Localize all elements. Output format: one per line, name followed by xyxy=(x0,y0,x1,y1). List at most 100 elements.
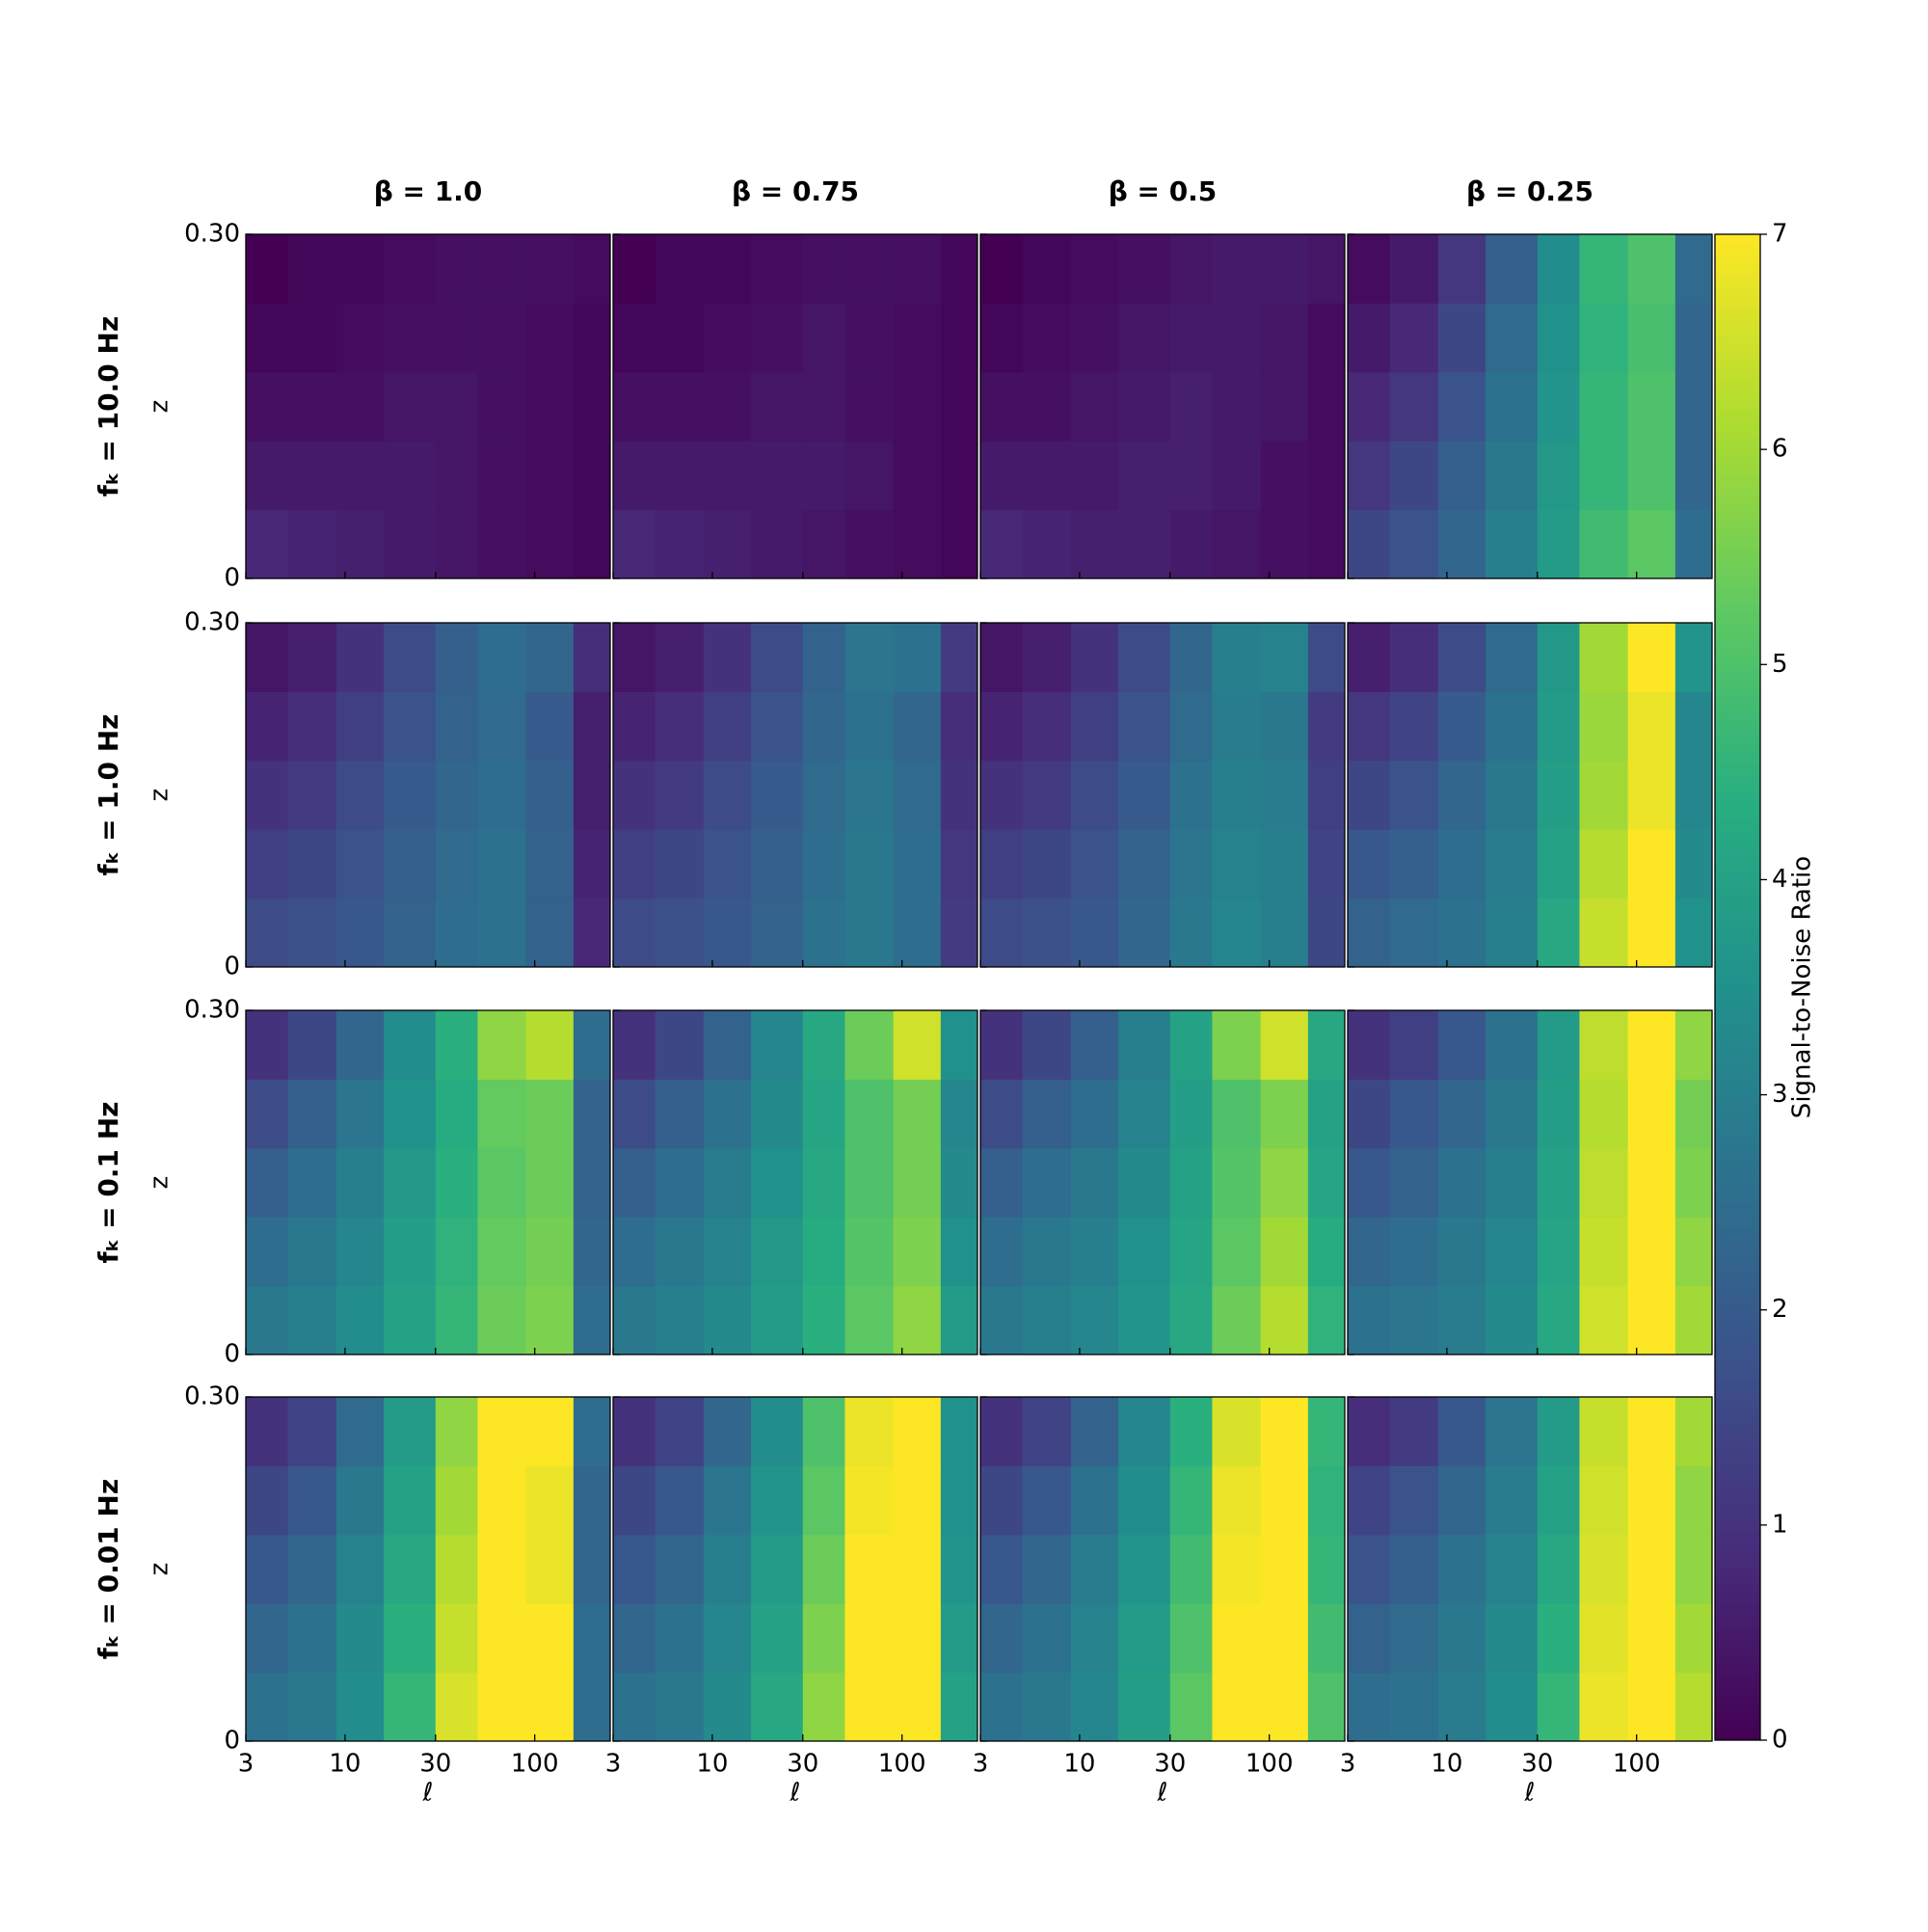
heat-cell xyxy=(246,1534,289,1604)
heat-cell xyxy=(751,303,804,373)
heat-cell xyxy=(1486,1465,1539,1536)
heat-cell xyxy=(384,1010,437,1080)
heat-cell xyxy=(1070,1603,1119,1674)
heat-cell xyxy=(1437,303,1486,373)
heat-cell xyxy=(613,1147,656,1218)
heat-cell xyxy=(435,623,478,692)
heat-cell xyxy=(1537,1010,1580,1080)
heat-cell xyxy=(573,234,611,304)
heat-cell xyxy=(1437,1010,1486,1080)
heat-cell xyxy=(1348,1010,1391,1080)
heat-cell xyxy=(940,1010,978,1080)
heat-cell xyxy=(1486,371,1539,442)
heat-cell xyxy=(703,234,752,304)
heat-cell xyxy=(655,898,705,968)
heat-cell xyxy=(287,760,337,830)
heat-cell xyxy=(1579,1079,1629,1149)
heat-cell xyxy=(246,1147,289,1218)
heat-cell xyxy=(1212,1397,1262,1466)
heat-cell xyxy=(384,1672,437,1742)
heat-cell xyxy=(1674,1217,1713,1287)
heat-cell xyxy=(1022,234,1072,304)
column-title: β = 1.0 xyxy=(374,175,483,207)
heat-cell xyxy=(1169,1534,1213,1604)
heat-cell xyxy=(573,691,611,762)
heat-cell xyxy=(613,303,656,373)
heat-cell xyxy=(703,623,752,692)
heat-cell xyxy=(384,303,437,373)
heat-cell xyxy=(246,1079,289,1149)
heat-cell xyxy=(893,1534,942,1604)
heat-cell xyxy=(751,623,804,692)
heat-cell xyxy=(940,371,978,442)
x-tick-label: 30 xyxy=(787,1750,818,1779)
heat-cell xyxy=(1169,1285,1213,1355)
heat-cell xyxy=(435,1465,478,1536)
heat-cell xyxy=(1307,234,1346,304)
heat-cell xyxy=(1537,1534,1580,1604)
heat-cell xyxy=(1070,371,1119,442)
heat-cell xyxy=(844,1285,895,1355)
x-tick-label: 10 xyxy=(1431,1750,1462,1779)
heat-cell xyxy=(1307,760,1346,830)
heat-cell xyxy=(525,1534,575,1604)
panel-frame xyxy=(612,1396,978,1742)
heat-cell xyxy=(1022,371,1072,442)
heat-cell xyxy=(1486,1672,1539,1742)
heat-cell xyxy=(573,371,611,442)
heat-cell xyxy=(1212,441,1262,511)
heat-cell xyxy=(1070,1672,1119,1742)
heat-cell xyxy=(1437,234,1486,304)
heat-cell xyxy=(384,234,437,304)
heat-cell xyxy=(246,1465,289,1536)
heat-cell xyxy=(1674,1010,1713,1080)
heat-cell xyxy=(940,898,978,968)
heat-cell xyxy=(1389,441,1439,511)
panel-frame xyxy=(1347,233,1713,579)
heat-cell xyxy=(1348,441,1391,511)
x-tick-label: 30 xyxy=(419,1750,451,1779)
x-tick-label: 100 xyxy=(878,1750,926,1779)
heat-cell xyxy=(1212,829,1262,899)
heat-cell xyxy=(525,1465,575,1536)
panel-frame xyxy=(979,233,1346,579)
y-tick-label: 0.30 xyxy=(184,608,240,637)
heat-cell xyxy=(1627,1672,1676,1742)
heat-cell xyxy=(335,1285,385,1355)
heat-cell xyxy=(1674,829,1713,899)
heat-cell xyxy=(1674,1672,1713,1742)
heat-cell xyxy=(1118,760,1171,830)
heat-cell xyxy=(1260,898,1309,968)
heat-cell xyxy=(1579,1397,1629,1466)
heat-cell xyxy=(525,1147,575,1218)
heat-cell xyxy=(287,623,337,692)
heat-cell xyxy=(1579,234,1629,304)
panel xyxy=(980,1010,1346,1355)
heat-cell xyxy=(573,1534,611,1604)
heat-cell xyxy=(525,1010,575,1080)
heat-cell xyxy=(1389,760,1439,830)
heat-cell xyxy=(1674,691,1713,762)
heat-cell xyxy=(525,829,575,899)
heat-cell xyxy=(613,1285,656,1355)
heat-cell xyxy=(1348,691,1391,762)
panel-frame xyxy=(245,622,611,968)
heat-cell xyxy=(893,760,942,830)
panel-frame xyxy=(245,1396,611,1742)
heat-cell xyxy=(980,1465,1024,1536)
heat-cell xyxy=(802,1079,845,1149)
heat-cell xyxy=(751,760,804,830)
column-title: β = 0.5 xyxy=(1109,175,1218,207)
heat-cell xyxy=(477,691,527,762)
heat-cell xyxy=(477,303,527,373)
heat-cell xyxy=(1389,1397,1439,1466)
heat-cell xyxy=(703,1079,752,1149)
heat-cell xyxy=(1070,898,1119,968)
heat-cell xyxy=(246,829,289,899)
colorbar-tick-label: 5 xyxy=(1772,650,1788,679)
panel-frame xyxy=(979,1009,1346,1355)
heat-cell xyxy=(335,371,385,442)
heat-cell xyxy=(1260,1147,1309,1218)
heat-cell xyxy=(802,234,845,304)
heat-cell xyxy=(802,623,845,692)
